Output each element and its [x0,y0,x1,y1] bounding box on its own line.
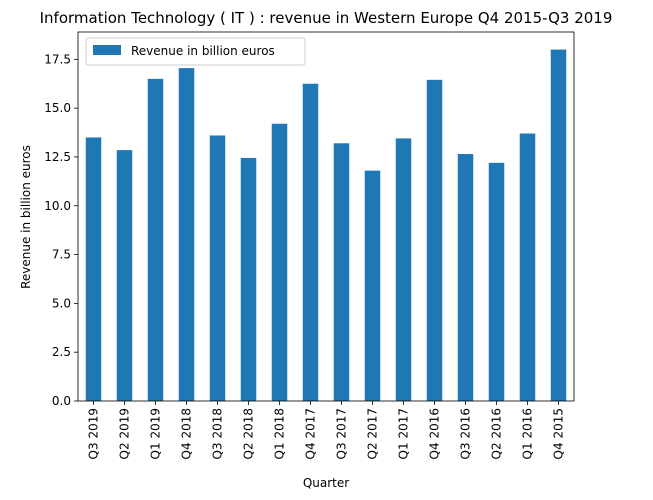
bar-6 [271,123,288,401]
x-tick-label-4: Q3 2018 [211,408,225,459]
y-tick-label-1: 2.5 [52,345,71,359]
x-axis: Q3 2019 Q2 2019 Q1 2019 Q4 2018 Q3 2018 Q2 20… [87,401,566,459]
bar-15 [550,49,567,401]
x-tick-label-6: Q1 2018 [273,408,287,459]
x-tick-label-14: Q1 2016 [521,408,535,459]
x-tick-label-15: Q4 2015 [552,408,566,459]
bar-14 [519,133,536,401]
x-tick-label-5: Q2 2018 [242,408,256,459]
bar-8 [333,143,350,402]
legend-entry-revenue: Revenue in billion euros [131,44,275,58]
x-tick-label-9: Q2 2017 [366,408,380,459]
bar-4 [209,135,226,401]
legend: Revenue in billion euros [85,37,306,66]
bar-11 [426,79,443,401]
legend-box [85,37,306,66]
y-tick-label-0: 0.0 [52,394,71,408]
bar-9 [364,170,381,401]
y-tick-label-6: 15.0 [44,101,71,115]
y-tick-label-3: 7.5 [52,248,71,262]
x-tick-label-11: Q4 2016 [428,408,442,459]
x-tick-label-12: Q3 2016 [459,408,473,459]
x-tick-label-3: Q4 2018 [180,408,194,459]
x-tick-label-2: Q1 2019 [149,408,163,459]
bar-13 [488,162,505,401]
bar-10 [395,138,412,401]
x-axis-label: Quarter [303,476,349,490]
x-tick-label-7: Q4 2017 [304,408,318,459]
y-tick-label-5: 12.5 [44,150,71,164]
y-axis-label: Revenue in billion euros [19,145,33,289]
x-tick-label-0: Q3 2019 [87,408,101,459]
bar-0 [85,137,102,401]
plot-frame [77,31,575,402]
x-tick-label-8: Q3 2017 [335,408,349,459]
bar-3 [178,68,195,401]
y-tick-label-2: 5.0 [52,296,71,310]
y-tick-label-4: 10.0 [44,199,71,213]
bar-5 [240,157,257,401]
y-axis: 0.0 2.5 5.0 7.5 10.0 12.5 15.0 17.5 [44,52,78,408]
bars-group [85,49,567,402]
bar-7 [302,83,319,401]
bar-12 [457,154,474,401]
y-tick-label-7: 17.5 [44,52,71,66]
bar-2 [147,78,164,401]
x-tick-label-10: Q1 2017 [397,408,411,459]
x-tick-label-1: Q2 2019 [118,408,132,459]
bar-1 [116,150,133,401]
legend-swatch [93,45,121,55]
chart-title: Information Technology ( IT ) : revenue … [40,9,613,27]
x-tick-label-13: Q2 2016 [490,408,504,459]
